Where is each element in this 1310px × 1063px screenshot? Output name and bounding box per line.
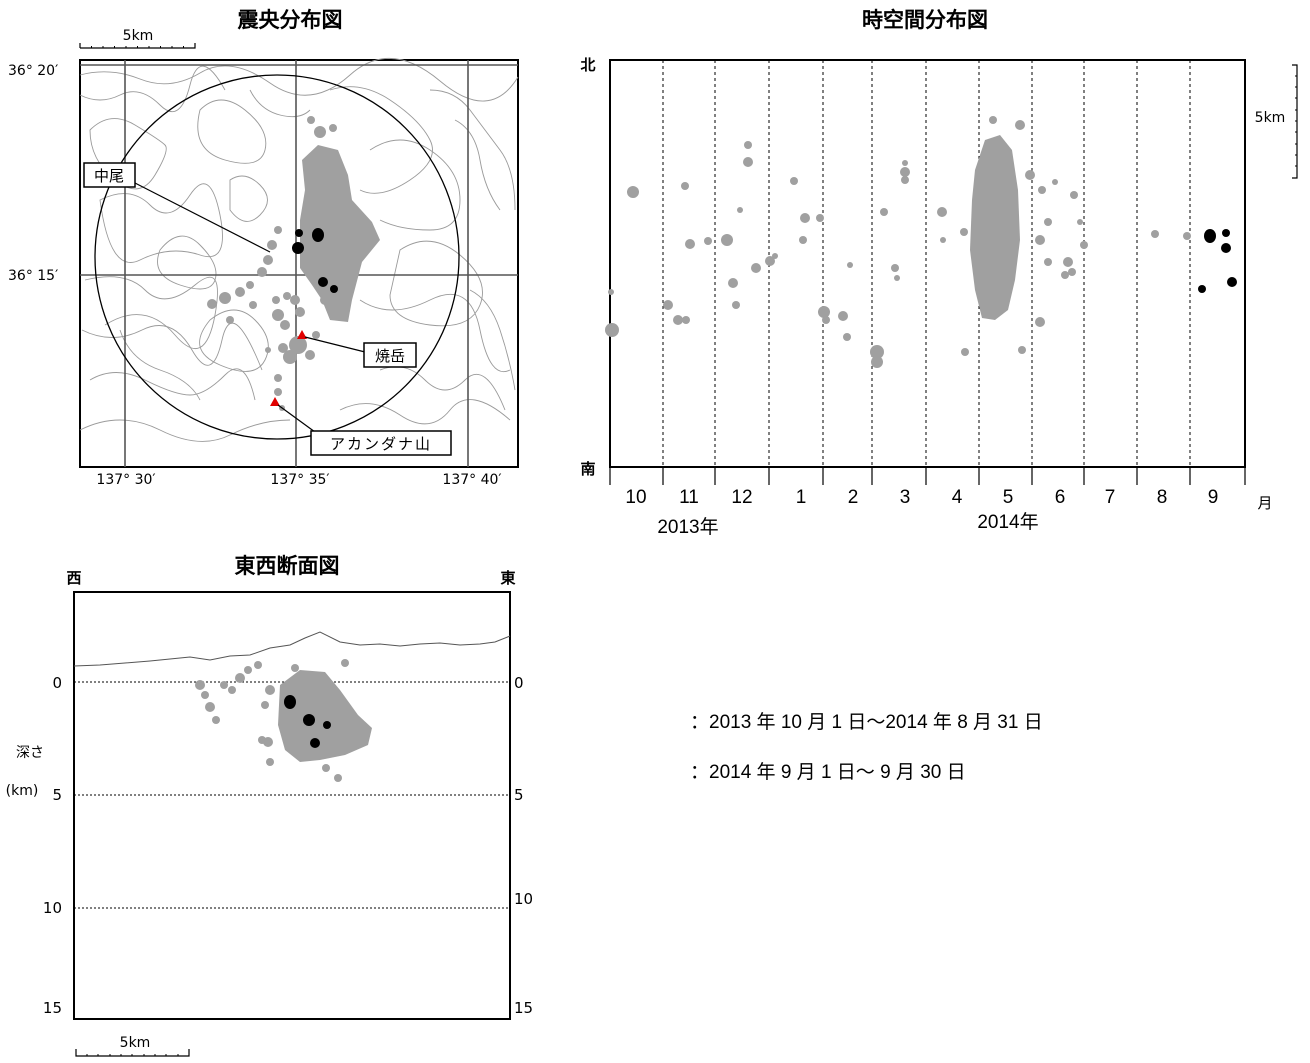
legend-black-period: ：2014 年 9 月 1 日～ 9 月 30 日: [690, 761, 966, 783]
month-label: 11: [679, 487, 699, 508]
depth-tick-label: 5: [52, 786, 62, 804]
depth-axis-unit: (km): [6, 783, 39, 799]
label-nakao: 中尾: [83, 162, 136, 188]
year-2014-label: 2014年: [977, 511, 1038, 533]
month-label: 4: [952, 487, 963, 508]
cross-section-scale-label: 5km: [120, 1035, 151, 1051]
depth-labels-left: 0 5 10 15: [43, 674, 62, 1017]
cross-section-gray-dots: [195, 659, 372, 782]
depth-tick-label: 5: [514, 786, 524, 804]
legend: ：2013 年 10 月 1 日～2014 年 8 月 31 日 ：2014 年…: [690, 711, 1043, 783]
yakedake-volcano-icon: [297, 330, 307, 339]
month-label: 5: [1003, 487, 1014, 508]
time-space-title: 時空間分布図: [862, 8, 988, 32]
depth-tick-label: 0: [514, 674, 524, 692]
month-dividers: [662, 60, 1191, 467]
svg-text:アカンダナ山: アカンダナ山: [330, 435, 432, 453]
west-label: 西: [66, 569, 81, 587]
depth-labels-right: 0 5 10 15: [514, 674, 533, 1017]
lon-label-40: 137° 40′: [442, 472, 501, 488]
time-space-gray-dots: [605, 116, 1191, 368]
month-label: 10: [625, 487, 646, 508]
epicenter-scale-label: 5km: [123, 28, 154, 44]
month-unit-label: 月: [1257, 494, 1272, 512]
east-label: 東: [500, 569, 515, 587]
map-graticule: [80, 60, 518, 467]
time-space-black-dots: [1198, 229, 1237, 293]
akandana-volcano-icon: [270, 397, 280, 406]
legend-gray-period: ：2013 年 10 月 1 日～2014 年 8 月 31 日: [690, 711, 1043, 733]
year-2013-label: 2013年: [657, 516, 718, 538]
depth-tick-label: 0: [52, 674, 62, 692]
cross-section-scale-bar: 5km: [75, 1035, 190, 1057]
month-label: 2: [848, 487, 859, 508]
lat-label-15: 36° 15′: [8, 268, 58, 284]
month-label: 6: [1055, 487, 1066, 508]
month-ticks: [609, 467, 1246, 485]
range-circle: [94, 74, 460, 440]
svg-text:焼岳: 焼岳: [375, 347, 405, 365]
month-label: 9: [1208, 487, 1219, 508]
svg-text:中尾: 中尾: [94, 167, 124, 185]
time-space-panel: [605, 59, 1246, 485]
north-label: 北: [580, 56, 595, 74]
lat-label-20: 36° 20′: [8, 63, 58, 79]
south-label: 南: [580, 460, 595, 478]
depth-axis-label: 深さ: [16, 745, 44, 761]
epicenter-gray-dots: [207, 116, 380, 411]
time-space-scale-bar: 5km: [1255, 64, 1298, 179]
label-akandana: アカンダナ山: [310, 430, 452, 456]
month-label: 3: [900, 487, 911, 508]
cross-section-panel: [73, 591, 511, 1020]
month-label: 1: [796, 487, 807, 508]
month-labels: 10 11 12 1 2 3 4 5 6 7 8 9 月: [625, 487, 1272, 512]
month-label: 12: [731, 487, 752, 508]
time-space-scale-label: 5km: [1255, 110, 1286, 126]
cross-section-black-dots: [284, 695, 331, 748]
epicenter-map-panel: 中尾 焼岳 アカンダナ山: [79, 57, 519, 468]
epicenter-black-dots: [292, 228, 338, 293]
depth-tick-label: 15: [43, 999, 62, 1017]
month-label: 7: [1105, 487, 1116, 508]
lon-label-30: 137° 30′: [96, 472, 155, 488]
epicenter-map-title: 震央分布図: [238, 8, 343, 32]
cross-section-title: 東西断面図: [235, 554, 340, 578]
topography-profile: [73, 631, 511, 667]
label-yakedake: 焼岳: [363, 342, 417, 368]
depth-tick-label: 10: [43, 899, 62, 917]
topographic-contours: [79, 57, 519, 442]
epicenter-scale-bar: 5km: [79, 28, 196, 49]
month-label: 8: [1157, 487, 1168, 508]
depth-tick-label: 10: [514, 890, 533, 908]
depth-tick-label: 15: [514, 999, 533, 1017]
lon-label-35: 137° 35′: [270, 472, 329, 488]
